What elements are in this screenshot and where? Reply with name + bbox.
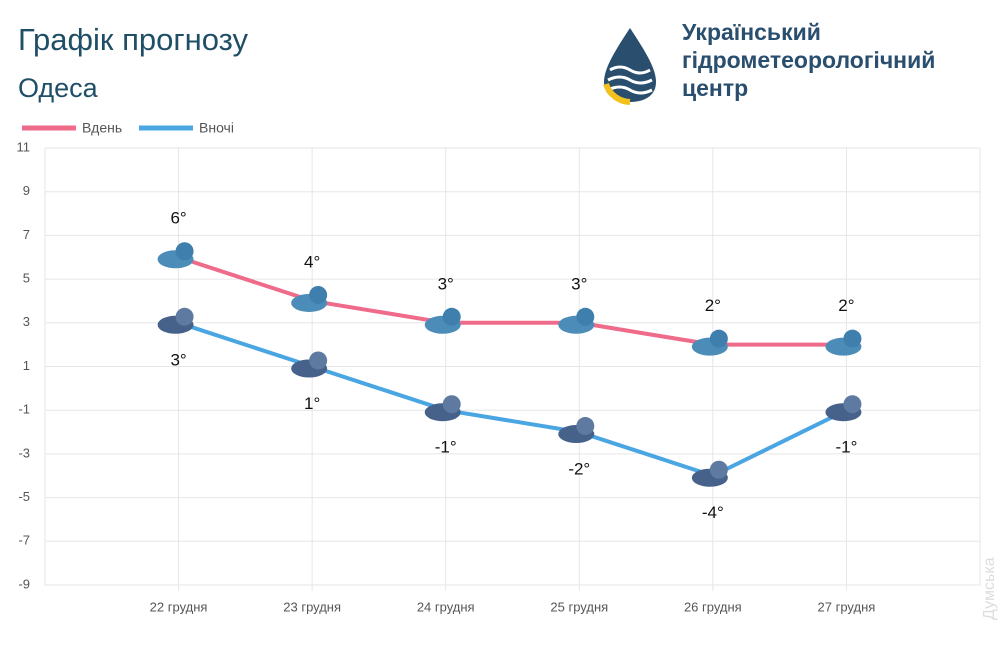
weather-icon bbox=[175, 307, 194, 326]
data-label: 1° bbox=[304, 394, 320, 413]
x-tick-label: 24 грудня bbox=[417, 599, 475, 614]
weather-icon bbox=[709, 329, 728, 348]
weather-icon bbox=[709, 460, 728, 479]
data-label: 3° bbox=[170, 350, 186, 369]
data-label: 3° bbox=[571, 274, 587, 293]
series-line bbox=[177, 255, 847, 347]
data-label: 4° bbox=[304, 252, 320, 271]
weather-icon bbox=[442, 307, 461, 326]
data-label: -1° bbox=[435, 438, 457, 457]
y-tick-label: 7 bbox=[23, 227, 30, 242]
y-tick-label: 9 bbox=[23, 183, 30, 198]
org-line: центр bbox=[682, 75, 748, 101]
x-tick-label: 26 грудня bbox=[684, 599, 742, 614]
weather-icon bbox=[843, 329, 862, 348]
weather-icon bbox=[576, 307, 595, 326]
x-tick-label: 27 грудня bbox=[818, 599, 876, 614]
y-tick-label: -3 bbox=[18, 445, 30, 460]
x-tick-label: 23 грудня bbox=[283, 599, 341, 614]
weather-icon bbox=[442, 395, 461, 414]
y-tick-label: 11 bbox=[17, 139, 31, 154]
weather-icon bbox=[309, 285, 328, 304]
y-tick-label: 5 bbox=[23, 271, 30, 286]
x-tick-label: 25 грудня bbox=[550, 599, 608, 614]
subtitle: Одеса bbox=[18, 73, 99, 103]
data-label: 2° bbox=[705, 296, 721, 315]
y-tick-label: 3 bbox=[23, 314, 30, 329]
org-line: гідрометеорологічний bbox=[682, 47, 935, 73]
title: Графік прогнозу bbox=[18, 22, 249, 57]
weather-icon bbox=[175, 242, 194, 261]
y-tick-label: -5 bbox=[18, 489, 30, 504]
weather-icon bbox=[843, 395, 862, 414]
data-label: 3° bbox=[438, 274, 454, 293]
logo bbox=[603, 28, 656, 105]
data-label: 2° bbox=[838, 296, 854, 315]
data-label: -4° bbox=[702, 503, 724, 522]
org-line: Український bbox=[682, 19, 821, 45]
data-label: -1° bbox=[835, 438, 857, 457]
x-tick-label: 22 грудня bbox=[150, 599, 208, 614]
watermark: Думська bbox=[981, 557, 998, 620]
weather-icon bbox=[576, 417, 595, 436]
legend-label: Вдень bbox=[82, 120, 122, 136]
series-line bbox=[177, 320, 848, 478]
data-label: 6° bbox=[170, 209, 186, 228]
data-label: -2° bbox=[568, 460, 590, 479]
weather-icon bbox=[309, 351, 328, 370]
legend-label: Вночі bbox=[199, 120, 234, 136]
y-tick-label: 1 bbox=[23, 358, 30, 373]
y-tick-label: -1 bbox=[18, 402, 30, 417]
y-tick-label: -7 bbox=[18, 533, 30, 548]
y-tick-label: -9 bbox=[18, 576, 30, 591]
